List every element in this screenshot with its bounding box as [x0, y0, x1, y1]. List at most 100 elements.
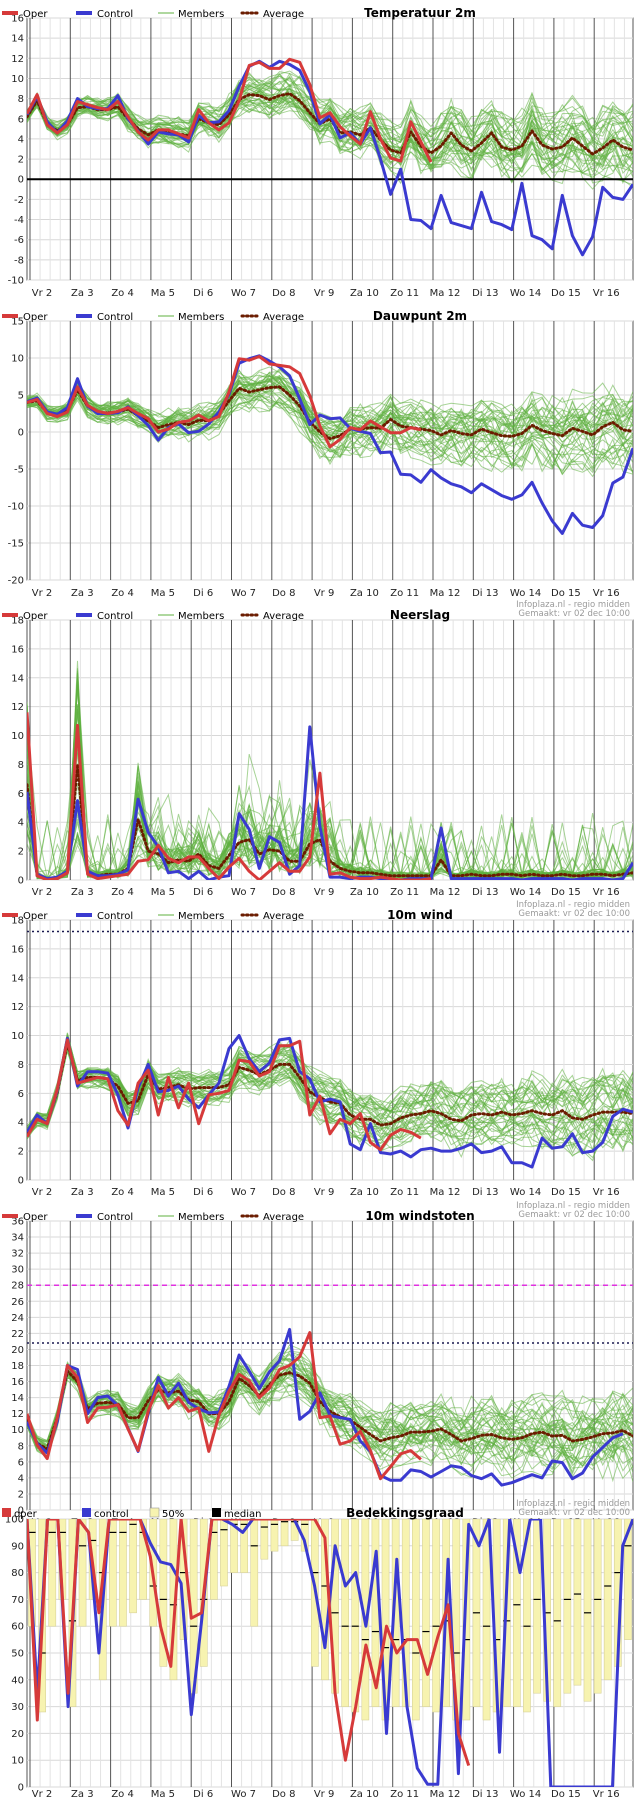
band-bar: [220, 1519, 228, 1587]
y-tick-label: 6: [18, 1457, 24, 1468]
legend: Oper Control Members Average: [2, 312, 304, 323]
day-label: Do 15: [551, 588, 581, 599]
band-bar: [341, 1519, 350, 1707]
member-line: [27, 1042, 633, 1134]
band-bar: [553, 1519, 562, 1707]
legend-average-label: Average: [263, 1212, 304, 1223]
band-bar: [159, 1519, 168, 1667]
band-bar: [139, 1519, 148, 1600]
member-line: [27, 376, 633, 442]
site-label: Infoplaza.nl - regio midden: [516, 600, 630, 610]
plot-series: [27, 660, 633, 880]
member-line: [27, 389, 633, 472]
member-line: [27, 87, 633, 162]
day-label: Za 3: [71, 588, 94, 599]
legend: Oper Control Members Average: [2, 611, 304, 622]
y-tick-label: 14: [11, 973, 24, 984]
band-bar: [563, 1519, 572, 1694]
y-tick-label: 16: [11, 944, 24, 955]
day-label: Wo 14: [510, 1789, 541, 1800]
y-tick-label: 5: [18, 391, 24, 402]
y-tick-label: 8: [18, 760, 24, 771]
day-label: Vr 16: [593, 1187, 620, 1198]
plot-series: [27, 354, 633, 535]
average-line: [27, 1041, 633, 1136]
y-tick-label: 4: [18, 818, 24, 829]
day-label: Ma 12: [430, 887, 461, 898]
y-tick-label: 8: [18, 94, 24, 105]
band-bar: [78, 1519, 87, 1627]
y-tick-label: 18: [11, 1361, 24, 1372]
y-tick-label: 90: [11, 1541, 24, 1552]
band-bar: [260, 1519, 269, 1560]
y-tick-label: 34: [11, 1233, 24, 1244]
band-bar: [129, 1519, 137, 1614]
day-label: Di 6: [193, 1789, 213, 1800]
day-label: Vr 16: [593, 588, 620, 599]
chart-title: Neerslag: [390, 608, 450, 622]
y-tick-label: -4: [14, 215, 24, 226]
legend: oper control 50% median: [2, 1507, 262, 1520]
day-label: Vr 16: [593, 887, 620, 898]
y-tick-label: -20: [8, 576, 24, 587]
member-line: [27, 1375, 633, 1483]
y-tick-label: 0: [18, 1783, 24, 1794]
y-tick-label: 18: [11, 916, 24, 927]
member-line: [27, 1358, 633, 1449]
y-tick-label: 16: [11, 644, 24, 655]
day-label: Do 8: [272, 887, 295, 898]
average-line: [27, 1369, 633, 1451]
member-line: [27, 1049, 633, 1150]
day-label: Zo 11: [390, 1187, 419, 1198]
y-tick-label: 10: [11, 1031, 24, 1042]
site-label: Infoplaza.nl - regio midden: [516, 1499, 630, 1509]
y-tick-label: 2: [18, 1489, 24, 1500]
day-label: Zo 11: [390, 887, 419, 898]
band-bar: [250, 1519, 259, 1627]
band-bar: [573, 1519, 582, 1686]
day-label: Ma 12: [430, 588, 461, 599]
day-label: Do 8: [272, 588, 295, 599]
day-label: Wo 7: [231, 1187, 256, 1198]
y-tick-label: 20: [11, 1345, 24, 1356]
y-tick-label: 30: [11, 1265, 24, 1276]
legend-average-label: Average: [263, 911, 304, 922]
y-tick-label: 12: [11, 1002, 24, 1013]
member-line: [27, 1036, 633, 1127]
y-tick-label: 16: [11, 14, 24, 25]
band-bar: [624, 1519, 632, 1640]
member-line: [27, 1038, 633, 1133]
y-tick-label: 100: [5, 1515, 24, 1526]
day-label: Zo 4: [111, 1187, 134, 1198]
member-line: [27, 1033, 633, 1128]
plot-area: [26, 619, 634, 881]
y-tick-label: 20: [11, 1729, 24, 1740]
legend-control-label: Control: [97, 1212, 133, 1223]
made-label: Gemaakt: vr 02 dec 10:00: [518, 1508, 630, 1518]
oper-line: [27, 57, 433, 163]
legend-members-label: Members: [178, 1212, 224, 1223]
chart-title: 10m wind: [387, 908, 453, 922]
y-tick-label: 12: [11, 1409, 24, 1420]
day-label: Ma 5: [151, 288, 175, 299]
member-line: [27, 102, 633, 190]
member-line: [27, 1045, 633, 1143]
band-bar: [48, 1519, 57, 1627]
y-tick-label: 60: [11, 1622, 24, 1633]
legend-median-label: median: [224, 1509, 262, 1520]
member-line: [27, 100, 633, 188]
day-label: Di 13: [472, 887, 498, 898]
y-tick-label: 8: [18, 1060, 24, 1071]
band-bar: [462, 1519, 471, 1721]
day-label: Za 3: [71, 1789, 94, 1800]
member-line: [27, 393, 633, 467]
day-label: Wo 7: [231, 887, 256, 898]
legend-members-label: Members: [178, 911, 224, 922]
day-label: Do 8: [272, 1187, 295, 1198]
day-label: Di 13: [472, 1789, 498, 1800]
site-label: Infoplaza.nl - regio midden: [516, 1201, 630, 1211]
y-tick-label: 0: [18, 428, 24, 439]
